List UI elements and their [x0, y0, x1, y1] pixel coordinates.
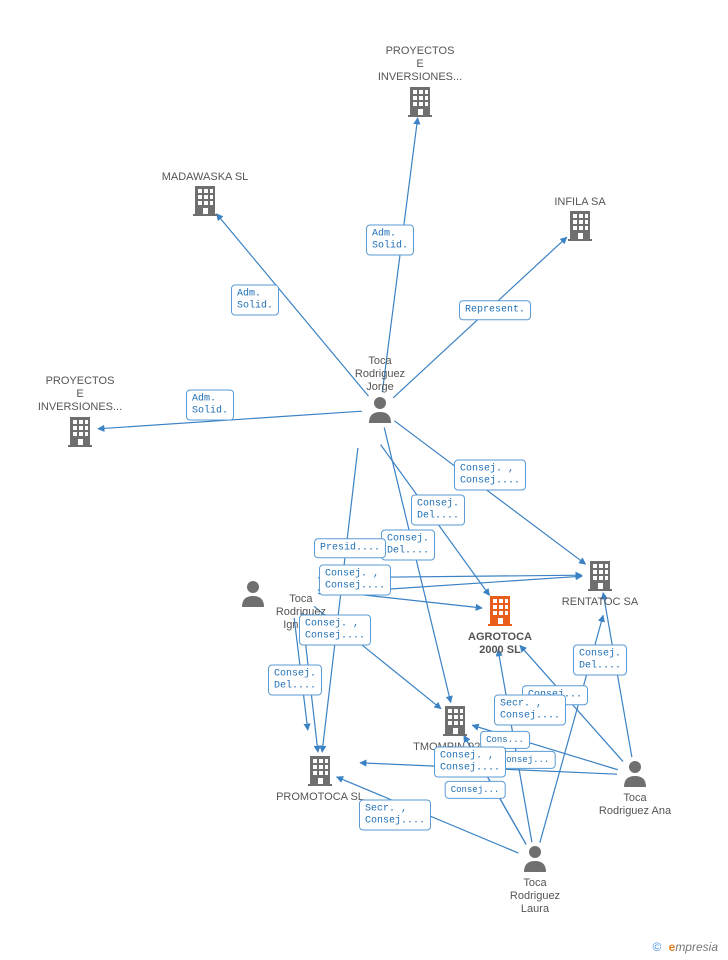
copyright-symbol: ©	[652, 940, 661, 954]
edge-label: Consej. , Consej....	[319, 565, 391, 596]
edge-label: Adm. Solid.	[231, 285, 279, 316]
edge-label: Secr. , Consej....	[494, 695, 566, 726]
edge-label: Adm. Solid.	[186, 390, 234, 421]
edge	[322, 448, 358, 752]
edge-label: Consej. Del....	[381, 530, 435, 561]
edge-label: Adm. Solid.	[366, 225, 414, 256]
footer-credit: © empresia	[652, 940, 718, 954]
footer-logo-text: mpresia	[675, 940, 718, 954]
edge-label: Represent.	[459, 300, 531, 320]
edge-label: Consej. Del....	[411, 495, 465, 526]
edge-label: Consej. Del....	[268, 665, 322, 696]
edge-label: Consej. , Consej....	[299, 615, 371, 646]
edge-label: Presid....	[314, 538, 386, 558]
edge-label: Consej...	[445, 781, 506, 799]
edge-label: Consej. , Consej....	[454, 460, 526, 491]
edge-label: Secr. , Consej....	[359, 800, 431, 831]
edge-label: Consej. , Consej....	[434, 747, 506, 778]
edge-label: Consej. Del....	[573, 645, 627, 676]
edge	[384, 427, 451, 702]
